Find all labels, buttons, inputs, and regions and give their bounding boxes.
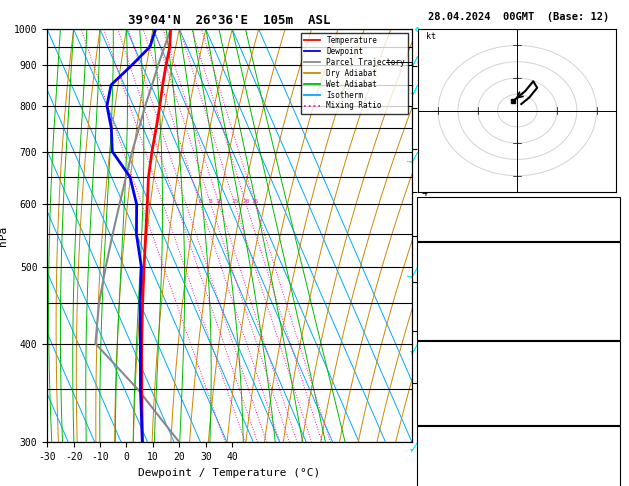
Text: 313: 313 bbox=[600, 372, 615, 381]
Text: CIN (J): CIN (J) bbox=[421, 413, 457, 421]
Text: StmSpd (kt): StmSpd (kt) bbox=[421, 485, 476, 486]
Text: -7: -7 bbox=[605, 444, 615, 452]
Text: LCL: LCL bbox=[416, 57, 431, 66]
Text: 8: 8 bbox=[209, 199, 213, 205]
Text: 313: 313 bbox=[600, 286, 615, 295]
Text: 261°: 261° bbox=[595, 471, 615, 480]
Legend: Temperature, Dewpoint, Parcel Trajectory, Dry Adiabat, Wet Adiabat, Isotherm, Mi: Temperature, Dewpoint, Parcel Trajectory… bbox=[301, 33, 408, 114]
Text: 8: 8 bbox=[610, 485, 615, 486]
Text: 50: 50 bbox=[605, 214, 615, 223]
Text: CAPE (J): CAPE (J) bbox=[421, 313, 462, 322]
Text: Temp (°C): Temp (°C) bbox=[421, 259, 467, 268]
Text: K: K bbox=[421, 201, 426, 209]
Text: 11: 11 bbox=[605, 273, 615, 281]
Text: 20: 20 bbox=[242, 199, 250, 205]
Text: 28.04.2024  00GMT  (Base: 12): 28.04.2024 00GMT (Base: 12) bbox=[428, 12, 610, 22]
Text: θₑ (K): θₑ (K) bbox=[421, 372, 452, 381]
Text: 0: 0 bbox=[610, 413, 615, 421]
Text: Totals Totals: Totals Totals bbox=[421, 214, 486, 223]
X-axis label: Dewpoint / Temperature (°C): Dewpoint / Temperature (°C) bbox=[138, 468, 321, 478]
Text: 0: 0 bbox=[610, 327, 615, 336]
Y-axis label: hPa: hPa bbox=[0, 226, 8, 246]
Text: 6: 6 bbox=[199, 199, 203, 205]
Text: 16.7: 16.7 bbox=[595, 259, 615, 268]
Text: 1: 1 bbox=[610, 385, 615, 394]
Text: Surface: Surface bbox=[499, 245, 537, 254]
Y-axis label: km
ASL: km ASL bbox=[444, 236, 462, 257]
Text: Most Unstable: Most Unstable bbox=[483, 345, 554, 353]
Text: Dewp (°C): Dewp (°C) bbox=[421, 273, 467, 281]
Text: © weatheronline.co.uk: © weatheronline.co.uk bbox=[467, 468, 571, 477]
Text: PW (cm): PW (cm) bbox=[421, 228, 457, 237]
Text: 3: 3 bbox=[610, 300, 615, 309]
Text: CIN (J): CIN (J) bbox=[421, 327, 457, 336]
Text: 16: 16 bbox=[605, 457, 615, 466]
Text: Lifted Index: Lifted Index bbox=[421, 385, 481, 394]
Text: Pressure (mb): Pressure (mb) bbox=[421, 358, 486, 367]
Text: 900: 900 bbox=[600, 358, 615, 367]
Text: θₑ(K): θₑ(K) bbox=[421, 286, 447, 295]
Text: 25: 25 bbox=[252, 199, 259, 205]
Text: EH: EH bbox=[421, 444, 431, 452]
Text: Lifted Index: Lifted Index bbox=[421, 300, 481, 309]
Text: CAPE (J): CAPE (J) bbox=[421, 399, 462, 408]
Title: 39°04'N  26°36'E  105m  ASL: 39°04'N 26°36'E 105m ASL bbox=[128, 14, 331, 27]
Text: SREH: SREH bbox=[421, 457, 442, 466]
Text: 1.5: 1.5 bbox=[600, 228, 615, 237]
Text: 0: 0 bbox=[610, 399, 615, 408]
Text: 10: 10 bbox=[216, 199, 223, 205]
Text: kt: kt bbox=[426, 32, 436, 41]
Text: 8: 8 bbox=[610, 201, 615, 209]
Text: 0: 0 bbox=[610, 313, 615, 322]
Text: 15: 15 bbox=[231, 199, 238, 205]
Text: StmDir: StmDir bbox=[421, 471, 452, 480]
Text: Hodograph: Hodograph bbox=[494, 430, 542, 439]
